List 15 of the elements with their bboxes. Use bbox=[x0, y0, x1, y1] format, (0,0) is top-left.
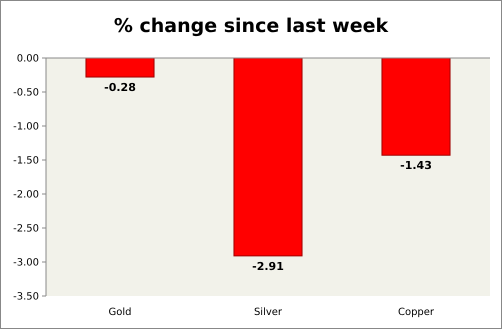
data-label: -2.91 bbox=[252, 260, 284, 273]
x-tick-label: Silver bbox=[254, 307, 283, 318]
data-label: -1.43 bbox=[400, 159, 432, 172]
x-tick-label: Copper bbox=[398, 307, 435, 318]
y-tick-label: -2.50 bbox=[13, 224, 39, 234]
y-tick-label: -0.50 bbox=[13, 88, 39, 98]
chart-title: % change since last week bbox=[114, 15, 389, 37]
y-tick-label: -3.50 bbox=[13, 292, 39, 302]
data-label: -0.28 bbox=[104, 81, 136, 94]
y-tick-label: -1.50 bbox=[13, 156, 39, 166]
x-tick-label: Gold bbox=[108, 307, 132, 318]
y-tick-label: 0.00 bbox=[16, 54, 39, 64]
y-tick-label: -2.00 bbox=[13, 190, 39, 200]
y-tick-label: -3.00 bbox=[13, 258, 39, 268]
y-tick-label: -1.00 bbox=[13, 122, 39, 132]
